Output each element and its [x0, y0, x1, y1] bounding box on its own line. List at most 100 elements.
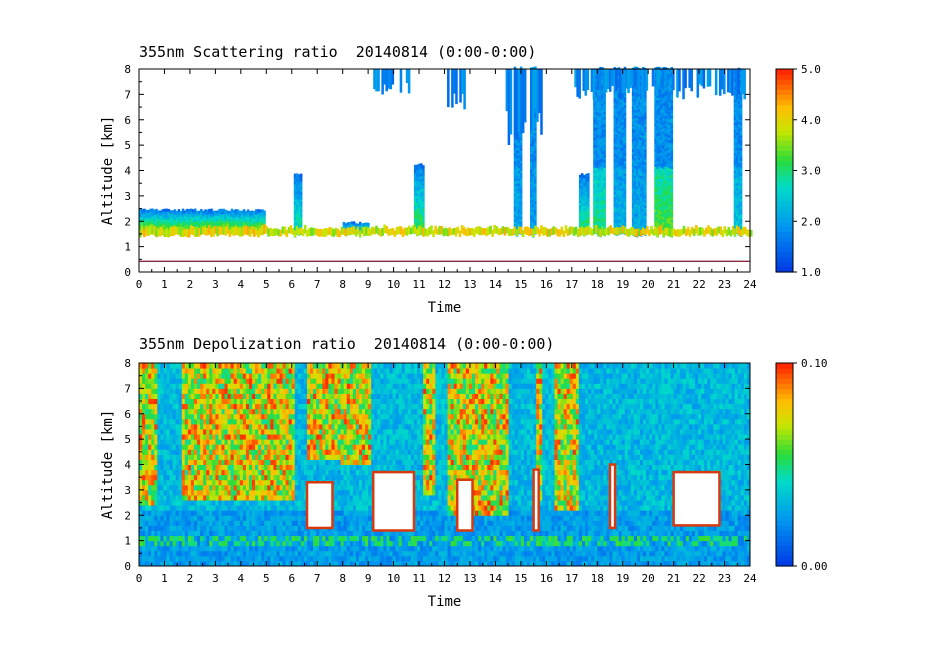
scatter-cell: [597, 108, 600, 112]
scatter-cell: [578, 187, 582, 191]
depol-cell: [190, 388, 195, 394]
scatter-cell: [167, 208, 171, 212]
boundary-layer-cell: [371, 226, 374, 235]
depol-cell: [166, 550, 171, 557]
scatter-cell: [735, 147, 739, 151]
scatter-cell: [623, 206, 627, 210]
scatter-cell: [670, 219, 674, 223]
scatter-cell: [666, 103, 670, 107]
scatter-cell: [656, 165, 659, 169]
scatter-cell: [668, 208, 672, 212]
scatter-cell: [580, 201, 584, 205]
scatter-cell: [617, 196, 621, 200]
colorbar-swatch: [776, 170, 793, 177]
depol-cell: [193, 484, 198, 491]
depol-cell: [166, 383, 171, 389]
upper-cloud-cell: [741, 69, 744, 95]
scatter-cell: [633, 221, 637, 225]
scatter-cell: [623, 183, 627, 187]
scatter-cell: [293, 178, 297, 182]
depol-cell: [163, 510, 167, 516]
scatter-cell: [299, 219, 303, 223]
scatter-cell: [619, 203, 623, 207]
scatter-cell: [141, 224, 144, 228]
scatter-cell: [220, 216, 224, 220]
scatter-cell: [595, 218, 598, 222]
scatter-cell: [295, 201, 299, 205]
scatter-cell: [189, 216, 193, 220]
scatter-cell: [595, 167, 598, 171]
boundary-layer-cell: [656, 228, 659, 237]
scatter-cell: [664, 224, 667, 228]
scatter-cell: [415, 207, 419, 211]
scatter-cell: [615, 217, 619, 221]
scatter-cell: [735, 215, 739, 219]
scatter-cell: [220, 219, 224, 223]
scatter-cell: [593, 177, 596, 181]
scatter-cell: [365, 222, 368, 226]
upper-cloud-cell: [737, 69, 740, 95]
scatter-cell: [619, 147, 623, 151]
depol-cell: [139, 535, 143, 542]
depol-cell: [160, 373, 164, 379]
scatter-cell: [143, 208, 146, 212]
depol-cell: [160, 515, 164, 521]
scatter-cell: [654, 181, 657, 185]
depol-cell: [166, 393, 171, 400]
scatter-cell: [617, 148, 621, 152]
scatter-cell: [218, 216, 221, 220]
boundary-layer-cell: [273, 228, 276, 236]
scatter-cell: [601, 112, 604, 116]
upper-cloud-cell: [463, 69, 466, 110]
scatter-cell: [644, 156, 647, 160]
scatter-cell: [658, 193, 661, 197]
scatter-cell: [534, 145, 537, 149]
scatter-cell: [246, 217, 250, 221]
scatter-cell: [617, 138, 621, 142]
boundary-layer-cell: [338, 230, 342, 238]
scatter-cell: [580, 173, 584, 177]
boundary-layer-cell: [173, 226, 177, 235]
depol-cell: [139, 378, 143, 384]
scatter-cell: [735, 157, 739, 161]
scatter-cell: [603, 124, 606, 128]
scatter-cell: [236, 224, 240, 228]
scatter-cell: [599, 163, 602, 167]
scatter-cell: [733, 223, 737, 227]
scatter-cell: [601, 189, 604, 193]
boundary-layer-cell: [320, 228, 323, 237]
scatter-cell: [597, 169, 600, 173]
scatter-cell: [517, 177, 521, 181]
depol-cell: [169, 398, 174, 405]
scatter-cell: [530, 133, 533, 137]
scatter-cell: [640, 109, 643, 113]
scatter-cell: [248, 216, 252, 220]
upper-cloud-cell: [534, 69, 537, 109]
scatter-cell: [664, 102, 667, 106]
depol-cell: [145, 555, 149, 562]
scatter-cell: [658, 153, 661, 157]
scatter-cell: [621, 215, 625, 219]
scatter-cell: [212, 218, 215, 222]
colorbar-label: 1.0: [801, 266, 821, 279]
depol-cell: [175, 459, 180, 465]
boundary-layer-cell: [198, 227, 201, 237]
depol-cell: [190, 398, 195, 405]
scatter-cell: [670, 203, 674, 208]
depol-cell: [139, 454, 143, 460]
depol-cell: [139, 484, 143, 491]
scatter-cell: [633, 157, 637, 161]
scatter-cell: [642, 102, 645, 106]
scatter-cell: [603, 185, 606, 189]
depol-cell: [163, 550, 167, 557]
boundary-layer-cell: [695, 225, 698, 234]
scatter-cell: [530, 153, 533, 157]
scatter-cell: [613, 153, 617, 157]
depol-cell: [145, 535, 149, 542]
depol-cell: [148, 373, 152, 379]
scatter-cell: [662, 66, 665, 70]
scatter-cell: [293, 196, 297, 200]
scatter-cell: [619, 198, 623, 202]
scatter-cell: [582, 210, 586, 214]
depol-cell: [154, 484, 158, 491]
